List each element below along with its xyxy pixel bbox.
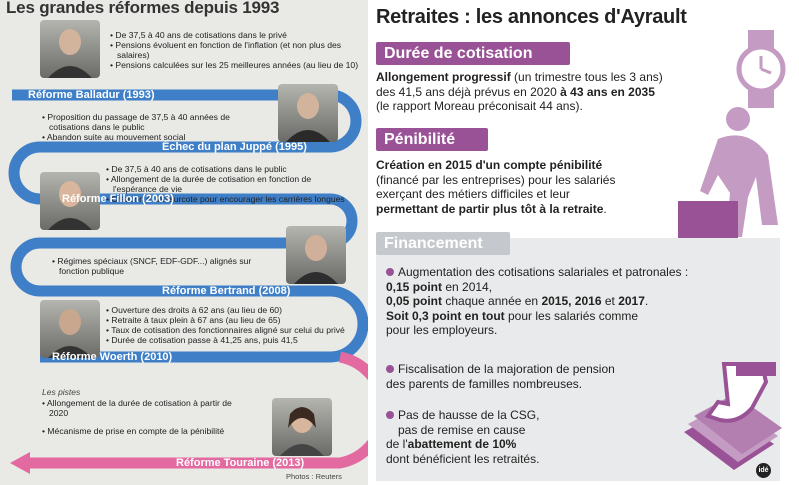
bullet: • Retraite à taux plein à 67 ans (au lie… (106, 315, 281, 325)
financement-item-3: Pas de hausse de la CSG, pas de remise e… (386, 408, 540, 466)
bullet: • De 37,5 à 40 ans de cotisations dans l… (110, 30, 287, 40)
pistes-label: Les pistes (42, 387, 81, 397)
bertrand-bullets: • Régimes spéciaux (SNCF, EDF-GDF...) al… (52, 256, 272, 276)
bullet: • Allongement de la durée de cotisation … (106, 174, 312, 194)
woerth-bullets: • Ouverture des droits à 62 ans (au lieu… (106, 305, 361, 345)
portrait-bertrand (286, 226, 346, 284)
duree-header: Durée de cotisation (376, 42, 570, 65)
portrait-juppe (278, 84, 338, 142)
label-touraine: Réforme Touraine (2013) (176, 457, 305, 469)
bullet: • Abandon suite au mouvement social (42, 132, 186, 142)
financement-header: Financement (376, 232, 510, 255)
bullet: • Pensions calculées sur les 25 meilleur… (110, 60, 359, 70)
watch-icon (736, 30, 786, 108)
bullet-dot-icon (386, 268, 394, 276)
juppe-bullets: • Proposition du passage de 37,5 à 40 an… (42, 112, 272, 142)
photo-credit: Photos : Reuters (286, 472, 342, 481)
fillon-bullets: • De 37,5 à 40 ans de cotisations dans l… (106, 164, 356, 204)
duree-bold: Allongement progressif (376, 70, 511, 84)
financement-item-2: Fiscalisation de la majoration de pensio… (386, 362, 615, 391)
label-woerth: Réforme Woerth (2010) (52, 351, 173, 363)
hand-money-icon (684, 362, 782, 470)
bullet: • Durée de cotisation passe à 41,25 ans,… (106, 335, 298, 345)
duree-text: Allongement progressif (un trimestre tou… (376, 70, 663, 113)
label-fillon: Réforme Fillon (2003) (62, 193, 174, 205)
label-balladur: Réforme Balladur (1993) (28, 89, 155, 101)
announcements-panel: Retraites : les annonces d'Ayrault Durée… (368, 0, 799, 485)
bullet-dot-icon (386, 411, 394, 419)
bullet: • Pensions évoluent en fonction de l'inf… (110, 40, 342, 60)
bullet: • Régimes spéciaux (SNCF, EDF-GDF...) al… (52, 256, 252, 276)
page-title: Retraites : les annonces d'Ayrault (376, 6, 687, 28)
timeline-title: Les grandes réformes depuis 1993 (6, 0, 280, 17)
label-bertrand: Réforme Bertrand (2008) (162, 285, 291, 297)
portrait-touraine (272, 398, 332, 456)
bullet-dot-icon (386, 365, 394, 373)
penibilite-header: Pénibilité (376, 128, 488, 151)
bullet: • Allongement de la durée de cotisation … (42, 398, 232, 418)
bullet: • Ouverture des droits à 62 ans (au lieu… (106, 305, 282, 315)
balladur-bullets: • De 37,5 à 40 ans de cotisations dans l… (110, 30, 360, 70)
label-juppe: Échec du plan Juppé (1995) (162, 141, 307, 153)
ide-logo: idé (756, 463, 771, 478)
financement-item-1: Augmentation des cotisations salariales … (386, 265, 689, 337)
penibilite-text: Création en 2015 d'un compte pénibilité … (376, 158, 616, 216)
portrait-fillon (40, 172, 100, 230)
reforms-timeline-panel: Les grandes réformes depuis 1993 • De 37… (0, 0, 368, 485)
bullet: • Taux de cotisation des fonctionnaires … (106, 325, 345, 335)
bullet: • Proposition du passage de 37,5 à 40 an… (42, 112, 230, 132)
touraine-bullets: • Allongement de la durée de cotisation … (42, 398, 242, 436)
portrait-woerth (40, 300, 100, 358)
bullet: • Mécanisme de prise en compte de la pén… (42, 426, 225, 436)
worker-lifting-icon (678, 107, 778, 243)
portrait-balladur (40, 20, 100, 78)
bullet: • Création d'une surcote pour encourager… (106, 194, 345, 204)
bullet: • De 37,5 à 40 ans de cotisations dans l… (106, 164, 287, 174)
